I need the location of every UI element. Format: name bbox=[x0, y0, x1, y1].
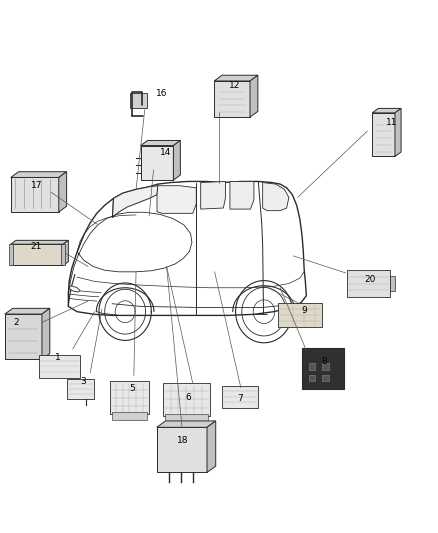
Polygon shape bbox=[250, 75, 258, 117]
Bar bbox=[222, 385, 258, 408]
Text: 21: 21 bbox=[31, 242, 42, 251]
Text: 5: 5 bbox=[130, 384, 135, 393]
Polygon shape bbox=[230, 181, 254, 209]
Polygon shape bbox=[157, 185, 196, 213]
Polygon shape bbox=[141, 146, 173, 180]
Bar bbox=[321, 375, 328, 381]
Text: 20: 20 bbox=[364, 275, 375, 284]
Polygon shape bbox=[113, 185, 158, 217]
Bar bbox=[302, 349, 344, 389]
Bar bbox=[321, 364, 328, 369]
Bar bbox=[61, 244, 65, 265]
Bar bbox=[162, 383, 210, 416]
Bar bbox=[165, 414, 208, 421]
Bar bbox=[110, 381, 149, 414]
Polygon shape bbox=[42, 308, 50, 359]
Bar bbox=[278, 303, 321, 327]
Polygon shape bbox=[214, 75, 258, 81]
Bar bbox=[308, 364, 315, 369]
Polygon shape bbox=[395, 108, 401, 157]
Polygon shape bbox=[207, 421, 216, 472]
Text: 12: 12 bbox=[229, 81, 240, 90]
Bar bbox=[67, 378, 94, 399]
Text: 16: 16 bbox=[155, 89, 167, 98]
Polygon shape bbox=[11, 244, 63, 265]
Polygon shape bbox=[11, 172, 67, 177]
Text: 3: 3 bbox=[81, 377, 87, 386]
Text: 17: 17 bbox=[31, 181, 42, 190]
Polygon shape bbox=[70, 286, 80, 292]
Polygon shape bbox=[263, 182, 289, 211]
Text: 7: 7 bbox=[237, 394, 243, 403]
Polygon shape bbox=[157, 421, 216, 427]
Polygon shape bbox=[201, 181, 226, 209]
Bar bbox=[9, 244, 13, 265]
Text: 1: 1 bbox=[55, 353, 60, 362]
Text: 8: 8 bbox=[321, 357, 327, 366]
Polygon shape bbox=[11, 240, 68, 244]
Text: 11: 11 bbox=[386, 118, 397, 127]
Polygon shape bbox=[173, 141, 180, 180]
Polygon shape bbox=[5, 314, 42, 359]
Polygon shape bbox=[214, 81, 250, 117]
Polygon shape bbox=[372, 113, 395, 157]
Polygon shape bbox=[372, 108, 401, 113]
Text: 9: 9 bbox=[302, 305, 307, 314]
Bar bbox=[112, 412, 147, 419]
Polygon shape bbox=[141, 141, 180, 146]
Bar bbox=[39, 356, 81, 377]
Polygon shape bbox=[5, 308, 50, 314]
Bar bbox=[390, 276, 395, 292]
Bar bbox=[347, 270, 390, 297]
Text: 14: 14 bbox=[160, 148, 171, 157]
Polygon shape bbox=[63, 240, 68, 265]
Text: 6: 6 bbox=[186, 393, 191, 402]
Bar bbox=[308, 375, 315, 381]
Polygon shape bbox=[68, 181, 306, 316]
Bar bbox=[130, 93, 147, 108]
Polygon shape bbox=[59, 172, 67, 212]
Text: 2: 2 bbox=[13, 318, 19, 327]
Polygon shape bbox=[11, 177, 59, 212]
Polygon shape bbox=[157, 427, 207, 472]
Text: 18: 18 bbox=[177, 437, 189, 446]
